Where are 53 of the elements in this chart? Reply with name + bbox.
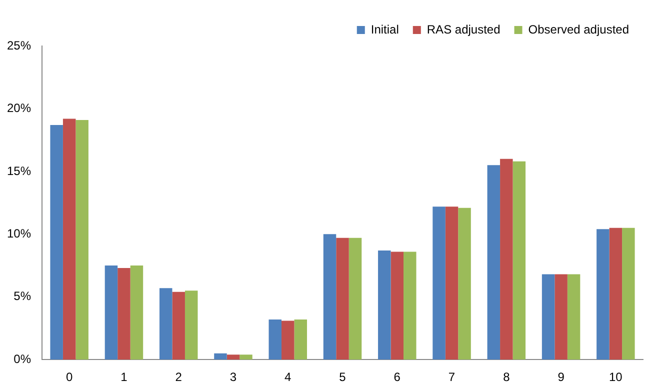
bar — [554, 274, 568, 360]
bar — [62, 118, 76, 360]
y-tick-label: 20% — [6, 101, 32, 116]
y-tick-label: 15% — [6, 164, 32, 178]
x-tick-label: 3 — [230, 370, 237, 384]
bar — [500, 158, 513, 360]
bar — [487, 165, 500, 360]
bar — [336, 238, 349, 360]
bar — [458, 208, 471, 360]
legend-label: Initial — [370, 22, 399, 36]
bar — [118, 268, 130, 360]
bar — [50, 125, 63, 360]
bar — [567, 274, 580, 360]
bar — [226, 354, 240, 360]
bar — [268, 319, 282, 360]
bar — [214, 353, 227, 360]
bar — [294, 319, 307, 360]
bar — [390, 252, 404, 360]
legend-label: RAS adjusted — [426, 22, 500, 36]
y-tick-label: 25% — [6, 38, 32, 52]
x-tick-label: 0 — [66, 370, 73, 384]
legend-label: Observed adjusted — [528, 22, 630, 36]
bar — [404, 252, 416, 360]
x-tick-label: 7 — [448, 370, 456, 384]
x-tick-label: 8 — [503, 370, 510, 384]
bar — [512, 161, 526, 360]
bar — [378, 250, 391, 360]
bar — [622, 228, 635, 360]
x-tick-label: 5 — [339, 370, 346, 384]
x-tick-label: 10 — [609, 370, 623, 384]
bar — [348, 238, 362, 360]
bar — [159, 288, 172, 360]
x-tick-label: 4 — [284, 370, 292, 384]
bar — [282, 320, 294, 360]
bar — [596, 229, 610, 360]
bar — [172, 292, 185, 360]
y-tick-label: 0% — [14, 352, 32, 366]
bar — [445, 206, 458, 360]
bar — [130, 266, 144, 360]
bar — [432, 206, 446, 360]
y-tick-label: 5% — [14, 289, 32, 304]
bar — [323, 234, 336, 360]
bar — [542, 274, 555, 360]
x-tick-label: 2 — [175, 370, 182, 384]
bar — [76, 120, 88, 360]
x-tick-label: 1 — [120, 370, 128, 384]
y-tick-label: 10% — [6, 226, 32, 240]
bar — [240, 354, 252, 360]
x-tick-label: 9 — [558, 370, 565, 384]
x-tick-label: 6 — [394, 370, 401, 384]
bar — [184, 290, 198, 360]
bar — [104, 266, 118, 360]
bar — [609, 228, 622, 360]
